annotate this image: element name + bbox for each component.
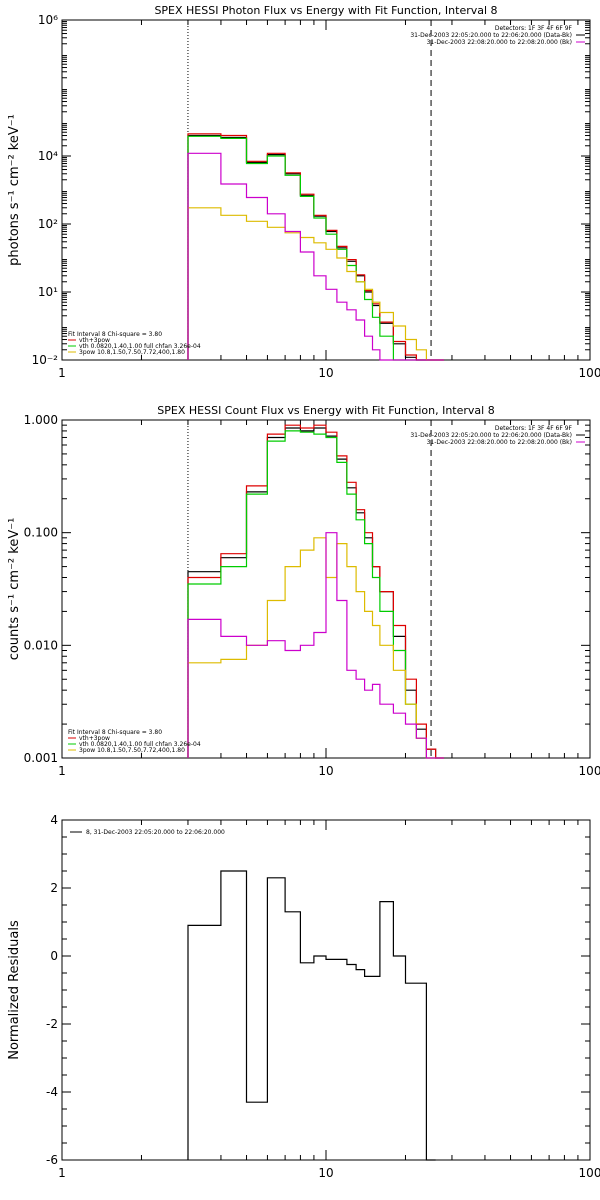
panel2-y-tick-label: 0.100	[24, 526, 58, 540]
panel2-series-data-bk-line	[187, 427, 444, 759]
panel2-y-tick-label: 1.000	[24, 413, 58, 427]
panel1-y-tick-label: 10²	[38, 217, 58, 231]
panel3-legend-text: 8, 31-Dec-2003 22:05:20.000 to 22:06:20.…	[86, 829, 225, 836]
panel2-y-tick-label: 0.010	[24, 638, 58, 652]
panel3-y-axis-label: Normalized Residuals	[7, 920, 22, 1060]
panel1-x-tick-label: 100	[579, 366, 600, 380]
panel1-y-tick-label: 10⁶	[38, 13, 58, 27]
panel3-x-tick-label: 1	[58, 1166, 66, 1180]
panel1-legend-bottom-text: Fit Interval 8 Chi-square = 3.80	[68, 331, 162, 338]
panel2-legend-bottom-text: 3pow 10.8,1.50,7.50,7.72,400,1.80	[79, 747, 185, 754]
panel3-y-tick-label: 2	[50, 881, 58, 895]
panel2-series-bk-line	[187, 532, 444, 759]
panel1-y-tick-label: 10¹	[38, 285, 58, 299]
panel1-y-tick-label: 10⁻²	[32, 353, 59, 367]
panel2-x-tick-label: 1	[58, 764, 66, 778]
panel3-y-tick-label: -4	[46, 1085, 58, 1099]
panel2-legend-bottom-text: Fit Interval 8 Chi-square = 3.80	[68, 729, 162, 736]
panel2-legend-top-text: 31-Dec-2003 22:08:20.000 to 22:08:20.000…	[427, 439, 572, 446]
panel1-plot-frame	[61, 19, 591, 361]
panel1-series-bk-line	[187, 152, 444, 361]
panel3-plot-frame	[61, 819, 591, 1161]
panel2-y-axis-label: counts s⁻¹ cm⁻² keV⁻¹	[7, 518, 22, 661]
panel1-x-tick-label: 10	[318, 366, 333, 380]
panel1-chart-title: SPEX HESSI Photon Flux vs Energy with Fi…	[154, 4, 497, 17]
panel1-legend-top-text: Detectors: 1F 3F 4F 6F 9F	[495, 25, 573, 32]
panel1-legend-top-text: 31-Dec-2003 22:05:20.000 to 22:06:20.000…	[410, 32, 572, 39]
panel1-series-3pow-line	[187, 207, 444, 361]
panel3-x-tick-label: 100	[579, 1166, 600, 1180]
panel2-chart-title: SPEX HESSI Count Flux vs Energy with Fit…	[157, 404, 494, 417]
panel3-y-tick-label: 4	[50, 813, 58, 827]
panel1-y-tick-label: 10⁴	[38, 149, 58, 163]
panel3-x-tick-label: 10	[318, 1166, 333, 1180]
panel2-legend-bottom-text: vth 0.0820,1.40,1.00 full chfan 3.26e-04	[79, 741, 201, 748]
panel2-legend-top-text: Detectors: 1F 3F 4F 6F 9F	[495, 425, 573, 432]
panel2-series-vth-3pow-line	[187, 424, 444, 759]
panel2-y-tick-label: 0.001	[24, 751, 58, 765]
panel3-y-tick-label: 0	[50, 949, 58, 963]
panel3-y-tick-label: -6	[46, 1153, 58, 1167]
panel1-legend-bottom-text: vth 0.0820,1.40,1.00 full chfan 3.26e-04	[79, 343, 201, 350]
panel1-y-axis-label: photons s⁻¹ cm⁻² keV⁻¹	[7, 114, 22, 266]
panel2-x-tick-label: 100	[579, 764, 600, 778]
panel2-x-tick-label: 10	[318, 764, 333, 778]
panel2-legend-bottom-text: vth+3pow	[79, 735, 110, 742]
panel1-x-tick-label: 1	[58, 366, 66, 380]
panel1-legend-bottom-text: 3pow 10.8,1.50,7.50,7.72,400,1.80	[79, 349, 185, 356]
panel2-legend-top-text: 31-Dec-2003 22:05:20.000 to 22:06:20.000…	[410, 432, 572, 439]
panel2-series-3pow-line	[187, 537, 444, 759]
panel2-series-vth-line	[187, 430, 444, 759]
panel1-legend-bottom-text: vth+3pow	[79, 337, 110, 344]
panel1-legend-top-text: 31-Dec-2003 22:08:20.000 to 22:08:20.000…	[427, 39, 572, 46]
panel3-series-residuals-line	[187, 870, 436, 1161]
panel3-y-tick-label: -2	[46, 1017, 58, 1031]
